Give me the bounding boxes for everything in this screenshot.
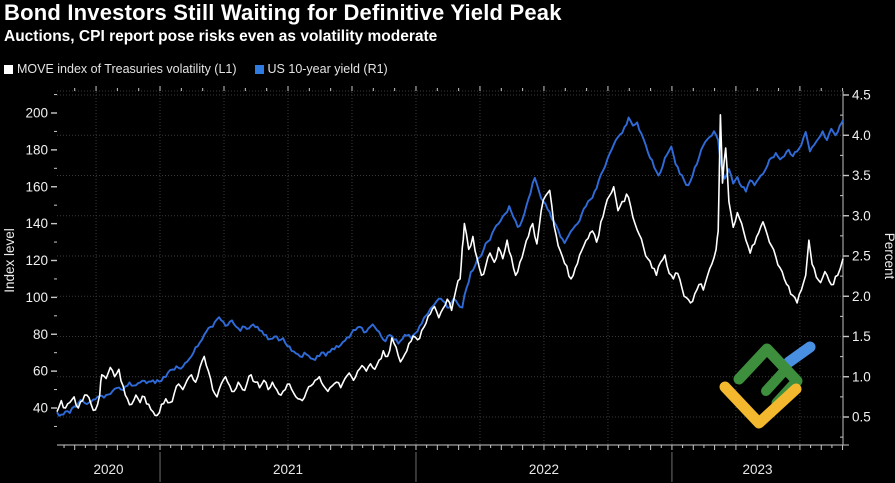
y-right-tick-label: 4.0	[852, 128, 871, 143]
left-axis-title: Index level	[2, 228, 17, 293]
y-right-tick-label: 2.5	[852, 249, 871, 264]
legend-item-yield: US 10-year yield (R1)	[254, 62, 388, 76]
y-right-tick-label: 1.5	[852, 329, 871, 344]
axis-layer: 2020 2021 2022 2023 40 60 80 100 120 140 160 180 200…	[2, 86, 895, 482]
x-year-label: 2020	[93, 462, 123, 477]
legend-item-move: MOVE index of Treasuries volatility (L1)	[4, 62, 237, 76]
legend-swatch-yield-icon	[254, 64, 264, 74]
y-left-tick-label: 180	[25, 142, 48, 157]
y-left-tick-label: 160	[25, 179, 48, 194]
y-right-tick-label: 3.0	[852, 208, 871, 223]
logo-green-inner-icon	[761, 364, 791, 396]
page-title: Bond Investors Still Waiting for Definit…	[4, 0, 562, 25]
legend-label-move: MOVE index of Treasuries volatility (L1)	[17, 62, 237, 76]
y-right-tick-label: 4.5	[852, 88, 871, 103]
x-year-label: 2022	[529, 462, 559, 477]
y-left-tick-label: 120	[25, 253, 48, 268]
x-year-label: 2021	[273, 462, 303, 477]
litefinance-logo	[719, 341, 816, 429]
legend-label-yield: US 10-year yield (R1)	[267, 62, 388, 76]
page-subtitle: Auctions, CPI report pose risks even as …	[4, 28, 438, 45]
legend-swatch-move-icon	[4, 64, 13, 74]
y-right-tick-label: 3.5	[852, 168, 871, 183]
y-left-tick-label: 60	[33, 364, 48, 379]
y-left-tick-label: 80	[33, 327, 48, 342]
y-left-tick-label: 100	[25, 290, 48, 305]
logo-yellow-chevron-icon	[719, 381, 802, 429]
logo-blue-bar-icon	[783, 341, 816, 368]
series-layer	[56, 114, 844, 417]
y-left-tick-label: 140	[25, 216, 48, 231]
y-right-tick-label: 0.5	[852, 410, 871, 425]
chart-legend: MOVE index of Treasuries volatility (L1)…	[4, 62, 388, 76]
y-right-tick-label: 1.0	[852, 369, 871, 384]
y-left-tick-label: 40	[33, 401, 48, 416]
series-line-move	[56, 114, 844, 417]
y-right-tick-label: 2.0	[852, 289, 871, 304]
x-year-label: 2023	[742, 462, 772, 477]
right-axis-title: Percent	[882, 233, 895, 280]
y-left-tick-label: 200	[25, 106, 48, 121]
series-line-yield	[56, 116, 844, 417]
